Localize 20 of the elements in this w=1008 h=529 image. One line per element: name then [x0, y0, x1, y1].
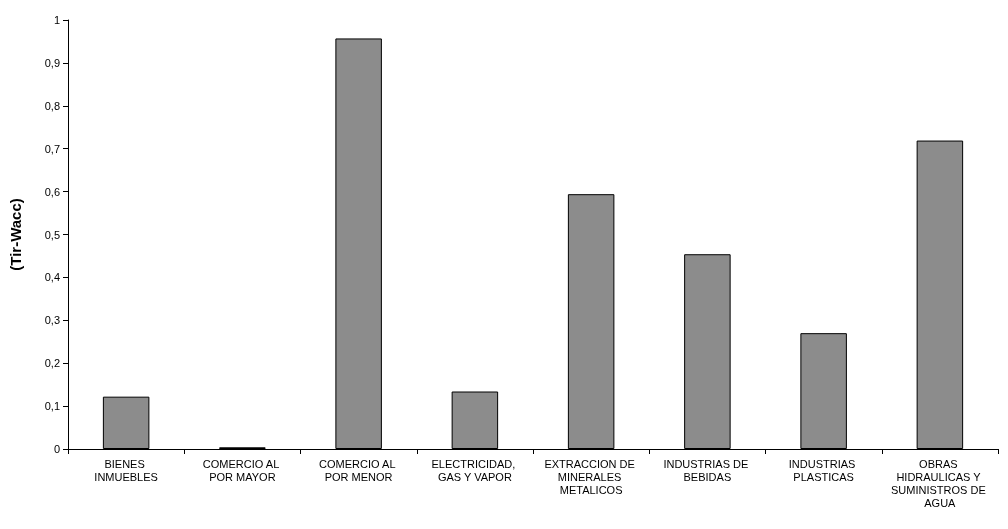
x-tick-label: INDUSTRIAS PLASTICAS — [788, 457, 859, 483]
x-tick-label: BIENES INMUEBLES — [94, 457, 158, 483]
y-tick-label: 1 — [53, 14, 60, 26]
y-tick-label: 0,6 — [44, 185, 60, 198]
y-tick-label: 0,5 — [44, 228, 60, 241]
y-tick-label: 0,1 — [44, 400, 60, 413]
y-tick-label: 0,8 — [44, 99, 60, 112]
x-tick-label: COMERCIO AL POR MAYOR — [202, 457, 282, 483]
y-tick-label: 0,3 — [44, 314, 60, 327]
y-tick-label: 0,2 — [44, 357, 60, 370]
y-tick-label: 0 — [53, 443, 60, 455]
y-tick-label: 0,9 — [44, 56, 60, 69]
x-tick-label: EXTRACCION DE MINERALES METALICOS — [544, 457, 638, 496]
y-tick-label: 0,7 — [44, 142, 60, 155]
x-tick-label: INDUSTRIAS DE BEBIDAS — [663, 457, 752, 483]
y-axis-title: (Tir-Wacc) — [7, 198, 24, 271]
x-tick-label: OBRAS HIDRAULICAS Y SUMINISTROS DE AGUA — [890, 457, 989, 509]
x-tick-label: ELECTRICIDAD, GAS Y VAPOR — [431, 457, 519, 483]
x-tick-label: COMERCIO AL POR MENOR — [319, 457, 399, 483]
y-tick-label: 0,4 — [44, 271, 60, 284]
